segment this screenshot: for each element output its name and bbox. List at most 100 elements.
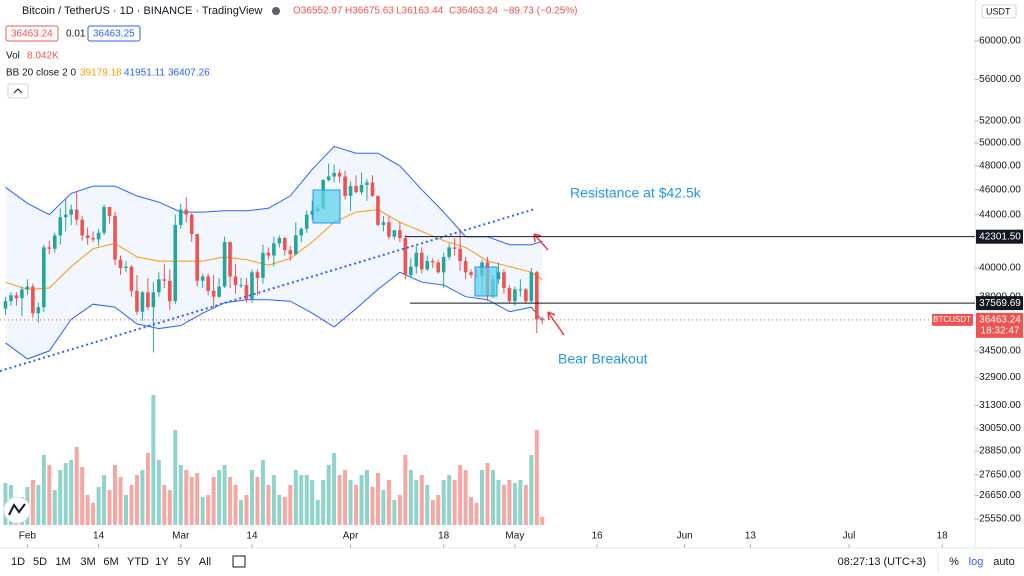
x-tick-label: May bbox=[505, 531, 524, 542]
volume-bar bbox=[195, 473, 200, 525]
range-button[interactable]: 1D bbox=[11, 556, 25, 568]
volume-bar bbox=[452, 480, 457, 525]
candle-body bbox=[162, 279, 167, 281]
range-button[interactable]: 6M bbox=[103, 556, 118, 568]
volume-bar bbox=[299, 475, 304, 525]
volume-bar bbox=[173, 430, 178, 525]
volume-bar bbox=[348, 480, 353, 525]
x-tick-label: Apr bbox=[343, 531, 359, 542]
candle-body bbox=[244, 285, 249, 300]
ohlc-high: H36675.63 bbox=[345, 6, 394, 17]
y-tick-label: 44000.00 bbox=[979, 209, 1021, 220]
range-button[interactable]: All bbox=[199, 556, 211, 568]
currency-button[interactable] bbox=[981, 4, 1017, 19]
candle-body bbox=[168, 280, 172, 302]
buy-button[interactable] bbox=[87, 25, 141, 42]
date-range-icon[interactable] bbox=[232, 555, 246, 568]
range-button[interactable]: YTD bbox=[127, 556, 149, 568]
market-status bbox=[272, 7, 280, 15]
volume-bar bbox=[162, 485, 167, 525]
volume-bar bbox=[321, 480, 326, 525]
x-tick-label: Mar bbox=[172, 531, 190, 542]
candle-body bbox=[228, 242, 232, 277]
volume-bar bbox=[326, 465, 331, 525]
candle-body bbox=[135, 290, 139, 312]
range-button[interactable]: 3M bbox=[80, 556, 95, 568]
volume-bar bbox=[518, 480, 523, 525]
y-tick-label: 28850.00 bbox=[979, 446, 1021, 457]
volume-bar bbox=[134, 475, 139, 525]
annotation: Bear Breakout bbox=[558, 351, 648, 367]
candle-body bbox=[304, 214, 309, 229]
volume-bar bbox=[512, 483, 517, 525]
symbol-title: Bitcoin / TetherUS · 1D · BINANCE · Trad… bbox=[22, 5, 263, 17]
candle-body bbox=[85, 235, 90, 239]
candle-body bbox=[250, 272, 254, 300]
volume-bar bbox=[397, 495, 402, 525]
candle-body bbox=[3, 301, 8, 309]
candle-body bbox=[326, 176, 331, 181]
y-tick-label: 26650.00 bbox=[979, 490, 1021, 501]
candle-body bbox=[96, 232, 101, 240]
candle-body bbox=[107, 207, 112, 216]
candle-body bbox=[178, 209, 183, 225]
ohlc-close: C36463.24 bbox=[449, 6, 498, 17]
volume-bar bbox=[277, 495, 282, 525]
y-tick-label: 31300.00 bbox=[979, 400, 1021, 411]
volume-bar bbox=[436, 495, 441, 525]
candle-body bbox=[507, 287, 512, 302]
spread: 0.01 bbox=[66, 29, 86, 40]
bb-basis: 39179.18 bbox=[80, 68, 122, 79]
scale-option[interactable]: % bbox=[949, 556, 959, 568]
buy-price[interactable]: 36463.25 bbox=[93, 29, 135, 40]
range-button[interactable]: 5Y bbox=[177, 556, 191, 568]
volume-bar bbox=[337, 475, 342, 525]
volume-bar bbox=[315, 500, 320, 525]
x-tick-label: 16 bbox=[591, 531, 603, 542]
toolbar: 1D 5D 1M 3M 6M YTD 1Y 5Y All 08:27:13 (UTC+3)% log… bbox=[11, 556, 1015, 568]
volume-bar bbox=[419, 475, 424, 525]
volume-bar bbox=[222, 465, 227, 525]
y-tick-label: 34500.00 bbox=[979, 345, 1021, 356]
volume-bar bbox=[123, 495, 128, 525]
volume-bar bbox=[282, 497, 287, 525]
highlight-box bbox=[474, 266, 498, 297]
countdown-label: 18:32:47 bbox=[981, 326, 1020, 337]
y-tick-label: 56000.00 bbox=[979, 74, 1021, 85]
candle-body bbox=[430, 261, 435, 263]
scale-option[interactable]: log bbox=[969, 556, 984, 568]
currency[interactable]: USDT bbox=[986, 6, 1011, 16]
candle-body bbox=[129, 266, 134, 291]
level-label: 37569.69 bbox=[979, 298, 1021, 309]
candle-body bbox=[195, 234, 199, 281]
candle-body bbox=[233, 276, 238, 286]
volume-bar bbox=[58, 470, 63, 525]
candle-body bbox=[217, 286, 221, 297]
volume-bar bbox=[496, 480, 501, 525]
volume-bar bbox=[52, 490, 57, 525]
range-button[interactable]: 1Y bbox=[155, 556, 169, 568]
candle-body bbox=[277, 238, 282, 244]
level-label: 42301.50 bbox=[979, 231, 1021, 242]
x-tick-label: 14 bbox=[93, 531, 105, 542]
range-button[interactable]: 1M bbox=[55, 556, 70, 568]
candle-body bbox=[540, 318, 545, 320]
sell-price[interactable]: 36463.24 bbox=[11, 29, 53, 40]
volume-bar bbox=[414, 480, 419, 525]
sell-button[interactable] bbox=[5, 25, 59, 42]
range-button[interactable]: 5D bbox=[33, 556, 47, 568]
y-tick-label: 30050.00 bbox=[979, 423, 1021, 434]
candle-body bbox=[151, 292, 156, 308]
volume-bar bbox=[271, 475, 276, 525]
volume-bar bbox=[392, 500, 397, 525]
candle-body bbox=[403, 238, 408, 276]
collapse-button[interactable] bbox=[7, 83, 29, 99]
scale-option[interactable]: auto bbox=[993, 556, 1014, 568]
volume-bar bbox=[74, 447, 79, 525]
volume-bar bbox=[343, 470, 348, 525]
candle-body bbox=[293, 235, 298, 255]
symbol-label: BTCUSDT bbox=[933, 315, 971, 324]
level-label-box bbox=[976, 229, 1023, 244]
volume-bar bbox=[529, 455, 534, 525]
